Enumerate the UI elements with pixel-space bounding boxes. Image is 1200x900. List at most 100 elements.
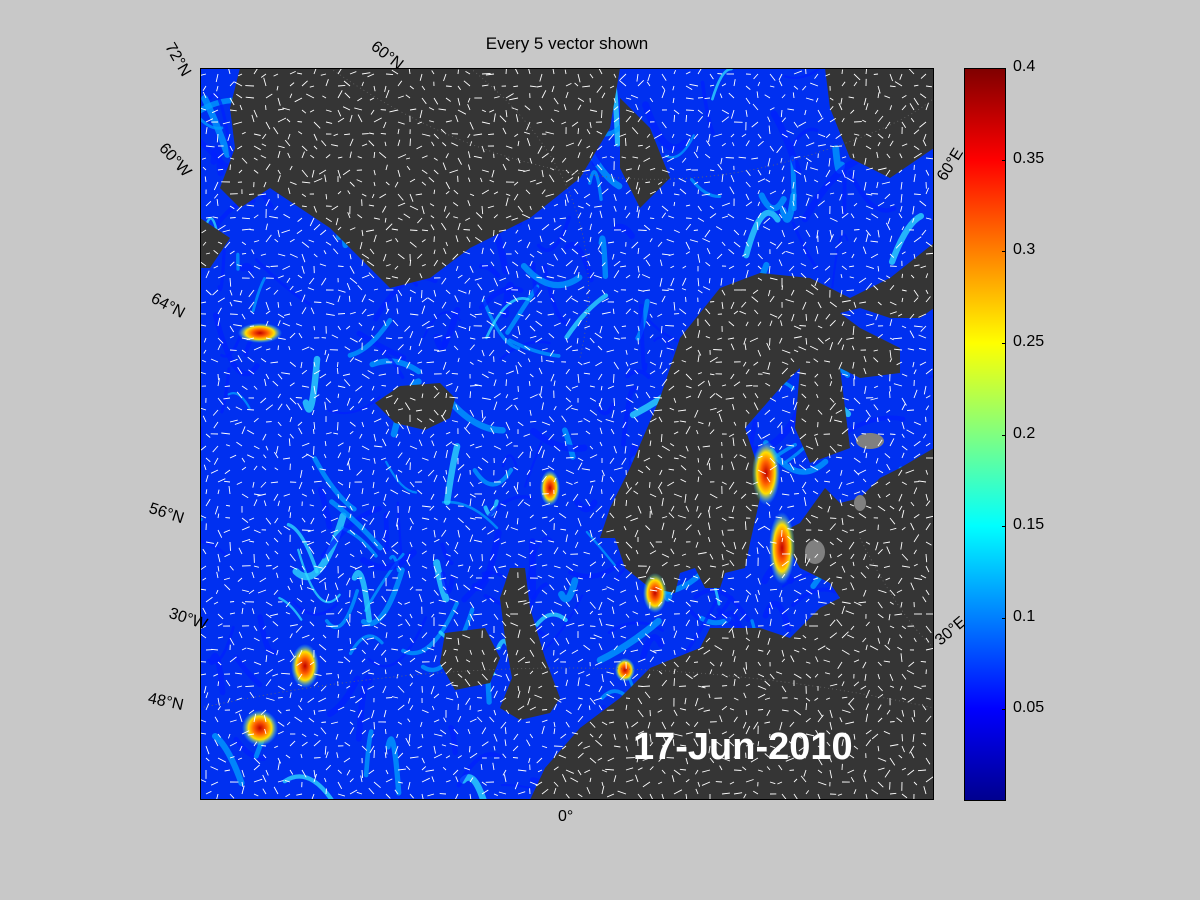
current-vector [865,689,870,699]
current-vector [613,106,619,111]
current-vector [408,505,411,513]
current-vector [678,308,687,315]
current-vector [812,490,819,495]
colorbar-tick-mark [1002,617,1006,619]
current-vector [548,332,555,339]
current-vector [721,116,730,123]
current-vector [313,577,320,580]
current-vector [789,473,795,483]
current-vector [445,667,452,675]
current-streak [536,215,572,253]
current-vector [925,289,929,295]
current-vector [620,673,627,681]
current-vector [469,718,477,723]
current-vector [318,709,327,712]
current-vector [709,213,717,219]
current-vector [853,733,856,740]
current-vector [265,265,271,268]
current-vector [200,779,207,783]
current-vector [805,733,815,737]
current-vector [297,274,303,279]
current-vector [906,429,915,435]
current-vector [369,248,375,255]
current-vector [709,393,716,399]
current-vector [382,205,387,213]
current-vector [535,781,543,787]
lake-peipus [854,495,866,511]
current-vector [889,235,893,243]
current-vector [343,656,351,663]
current-vector [649,385,656,388]
current-vector [229,742,238,747]
current-vector [381,438,387,447]
current-vector [678,177,687,183]
current-vector [841,212,849,219]
current-vector [922,139,927,147]
current-vector [913,534,920,543]
current-vector [577,104,582,111]
current-vector [768,265,771,274]
current-vector [457,109,467,115]
current-vector [281,229,291,234]
current-vector [562,613,567,621]
current-streak [210,146,224,177]
current-vector [805,161,809,171]
current-vector [429,418,435,423]
current-vector [769,541,777,544]
current-vector [294,716,303,723]
current-vector [421,229,429,232]
current-vector [248,289,255,298]
current-vector [336,361,339,368]
current-vector [361,294,367,303]
current-vector [721,731,727,735]
current-streak [423,311,461,339]
current-vector [901,297,904,303]
current-vector [224,241,231,249]
current-vector [661,561,668,567]
current-speed-map: 17-Jun-2010 [200,68,934,800]
current-vector [791,273,795,279]
current-vector [589,777,592,783]
current-vector [565,793,570,799]
current-vector [325,593,330,603]
current-vector [692,575,699,579]
current-vector [889,85,896,88]
current-vector [637,79,645,87]
current-vector [539,73,543,82]
current-vector [265,121,271,130]
current-vector [661,145,664,154]
current-vector [379,622,387,627]
current-vector [607,757,615,762]
current-vector [781,457,784,465]
current-vector [527,358,531,363]
current-vector [426,325,435,329]
current-vector [901,403,906,411]
current-vector [346,685,351,689]
current-vector [877,333,883,339]
current-vector [919,361,927,366]
current-vector [529,205,532,210]
current-vector [637,433,643,437]
current-vector [289,361,296,367]
current-vector [673,493,683,498]
current-vector [721,570,724,579]
current-vector [745,262,750,267]
current-vector [380,457,387,461]
current-vector [253,529,261,534]
current-vector [625,176,630,183]
current-vector [601,721,608,726]
current-vector [249,193,255,195]
current-vector [241,730,250,735]
current-vector [685,505,690,512]
current-vector [229,277,232,287]
current-vector [909,330,915,339]
current-vector [853,789,857,795]
current-vector [768,125,771,135]
current-vector [709,553,714,560]
current-vector [668,215,675,219]
current-vector [409,517,414,525]
current-vector [397,139,401,147]
current-vector [349,669,353,675]
current-vector [813,577,819,580]
current-vector [253,157,258,161]
